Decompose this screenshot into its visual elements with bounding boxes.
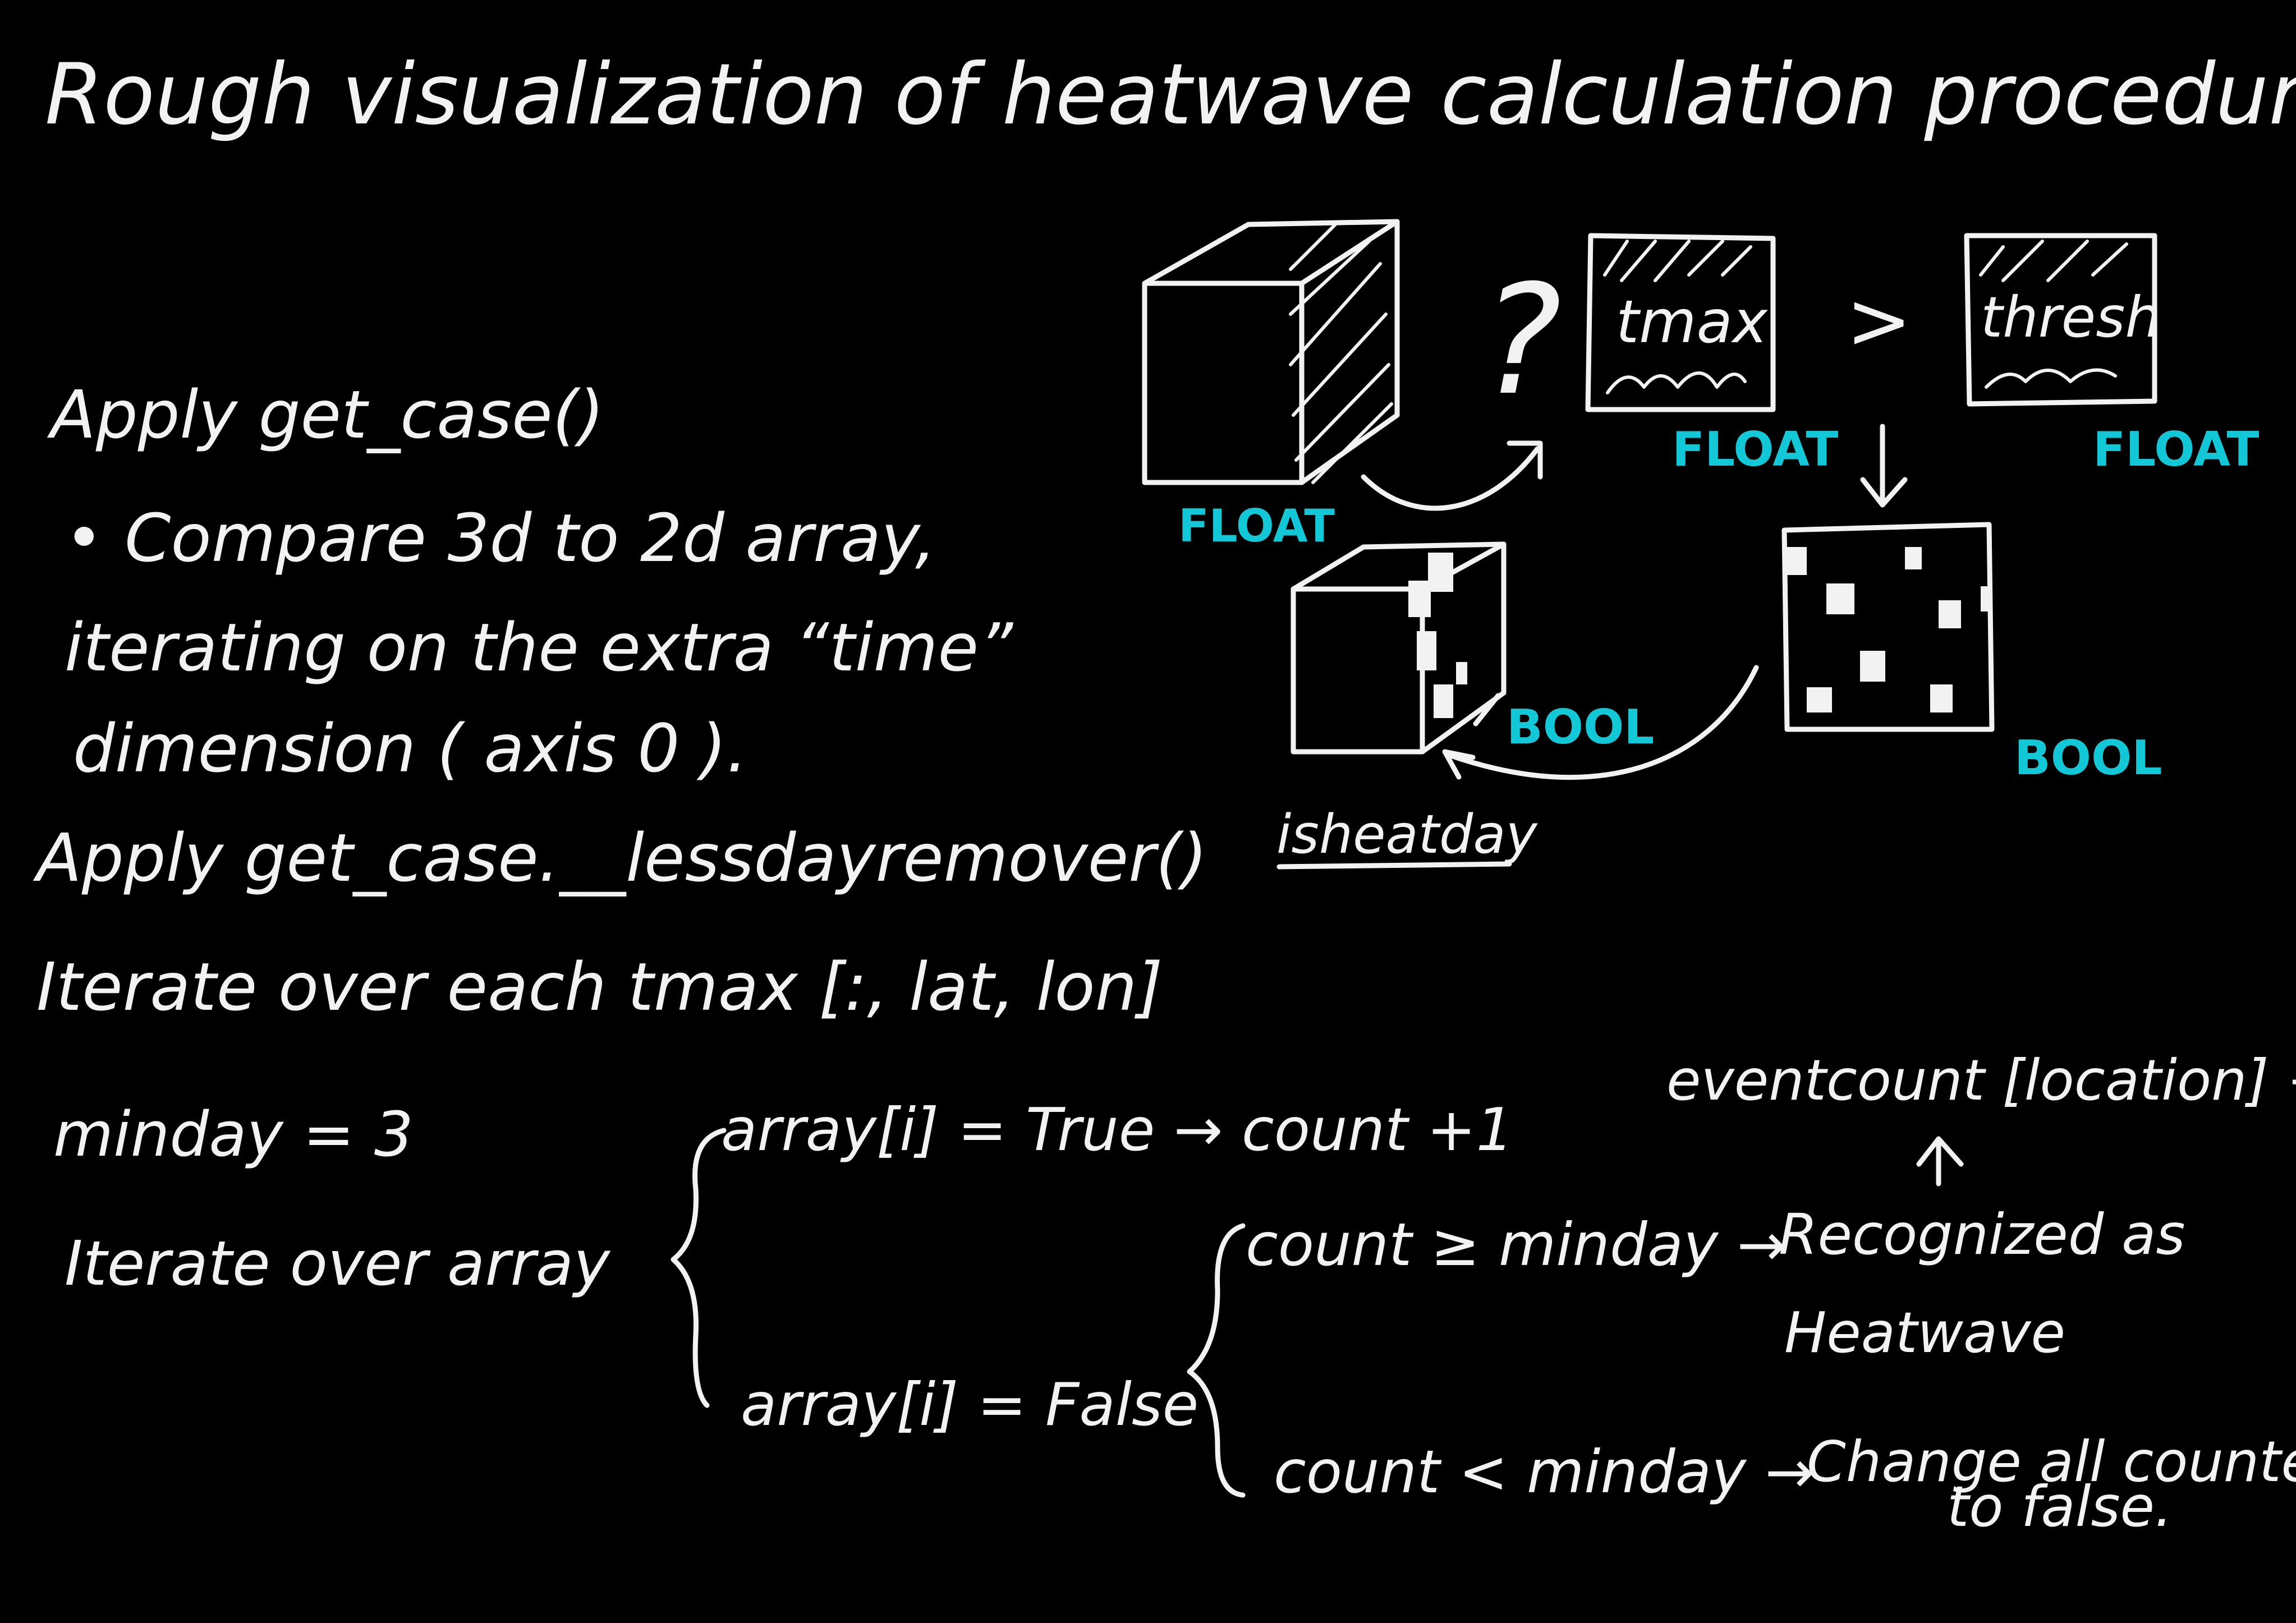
note-lessdayremover: Apply get_case.__lessdayremover() bbox=[33, 819, 1207, 896]
note-dimension: dimension ( axis 0 ). bbox=[73, 710, 747, 787]
brace-2 bbox=[1187, 1223, 1246, 1498]
bool-cube-type: BOOL bbox=[1507, 700, 1654, 755]
question-mark: ? bbox=[1481, 252, 1562, 429]
ge-result-line1: Recognized as bbox=[1779, 1202, 2185, 1267]
note-iterating: iterating on the extra “time” bbox=[65, 609, 1013, 686]
brace-1 bbox=[671, 1128, 727, 1408]
greater-than-sign: > bbox=[1846, 275, 1912, 367]
bool-grid-type: BOOL bbox=[2014, 730, 2162, 786]
float-cube: FLOAT bbox=[1142, 219, 1400, 552]
ge-case: count ≥ minday → bbox=[1246, 1211, 1786, 1279]
note-iterate-tmax: Iterate over each tmax [:, lat, lon] bbox=[36, 948, 1163, 1026]
tmax-grid: tmax FLOAT bbox=[1585, 233, 1838, 477]
lt-result-line2: to false. bbox=[1947, 1474, 2173, 1539]
thresh-grid: thresh FLOAT bbox=[1964, 233, 2259, 477]
minday-value: minday = 3 bbox=[53, 1098, 414, 1170]
flow-block: minday = 3 Iterate over array array[i] =… bbox=[53, 1047, 2296, 1539]
bool-cube-name: isheatday bbox=[1276, 804, 1539, 866]
ge-result-line2: Heatwave bbox=[1784, 1300, 2065, 1365]
eventcount-increment: eventcount [location] +1 bbox=[1666, 1047, 2296, 1113]
true-branch: array[i] = True → count +1 bbox=[721, 1096, 1513, 1164]
note-apply-get-case: Apply get_case() bbox=[47, 376, 604, 453]
arrow-grid-to-bool-cube bbox=[1445, 665, 1759, 780]
note-compare-arrays: • Compare 3d to 2d array, bbox=[65, 499, 936, 577]
tmax-type: FLOAT bbox=[1672, 422, 1838, 477]
arrow-cube-to-question bbox=[1361, 446, 1540, 511]
up-arrow bbox=[1916, 1136, 1964, 1187]
false-branch: array[i] = False bbox=[741, 1371, 1198, 1439]
notes-block: Apply get_case() • Compare 3d to 2d arra… bbox=[33, 376, 1207, 1026]
lt-result-line1: Change all counted bbox=[1807, 1429, 2296, 1495]
iterate-over-array: Iterate over array bbox=[65, 1227, 611, 1299]
arrow-head bbox=[1507, 440, 1543, 480]
tmax-label: tmax bbox=[1616, 288, 1769, 356]
float-cube-type: FLOAT bbox=[1178, 500, 1335, 552]
page-title: Rough visualization of heatwave calculat… bbox=[45, 46, 2296, 144]
thresh-type: FLOAT bbox=[2093, 422, 2259, 477]
thresh-label: thresh bbox=[1981, 284, 2161, 350]
arrow-down-to-bool-grid bbox=[1860, 424, 1908, 508]
arrow-head-2 bbox=[1442, 749, 1476, 780]
bool-grid: BOOL bbox=[1781, 522, 2162, 786]
bool-cube: BOOL isheatday bbox=[1276, 541, 1654, 870]
lt-case: count < minday → bbox=[1274, 1438, 1814, 1506]
